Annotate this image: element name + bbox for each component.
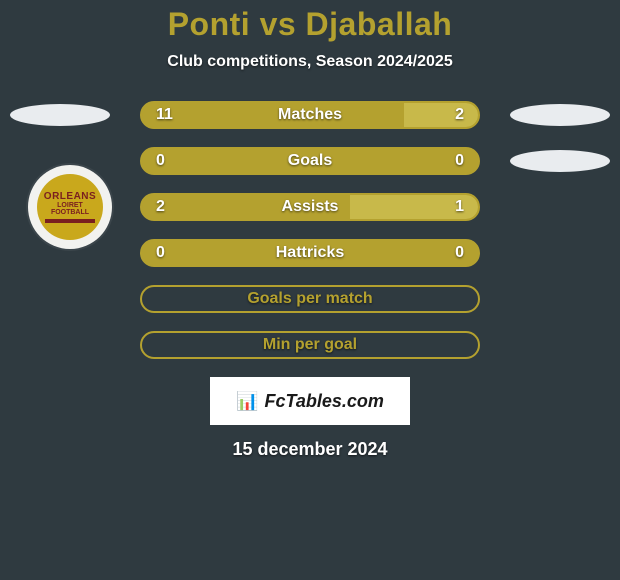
stat-row: 0 0 Goals xyxy=(0,147,620,175)
stats-container: 112Matches00GoalsORLEANSLOIRETFOOTBALL21… xyxy=(0,101,620,359)
stat-right-value: 0 xyxy=(455,244,464,262)
stat-label-only: Min per goal xyxy=(140,331,480,359)
badge-line3: FOOTBALL xyxy=(51,209,89,216)
player1-pill xyxy=(10,104,110,126)
stat-bar: 11 2 Matches xyxy=(140,101,480,129)
club-badge: ORLEANSLOIRETFOOTBALL xyxy=(28,165,112,249)
stat-label-only: Goals per match xyxy=(140,285,480,313)
stat-bar: 0 0 Goals xyxy=(140,147,480,175)
stat-right-value: 1 xyxy=(455,198,464,216)
vs-label: vs xyxy=(260,6,297,42)
badge-line2: LOIRET xyxy=(57,202,83,209)
date-line: 15 december 2024 xyxy=(232,439,387,460)
stat-right-value: 2 xyxy=(455,106,464,124)
player2-pill xyxy=(510,104,610,126)
stat-label: Hattricks xyxy=(276,244,344,262)
stat-left-value: 0 xyxy=(156,244,165,262)
stat-left-value: 0 xyxy=(156,152,165,170)
stat-row: Goals per match xyxy=(0,285,620,313)
brand-box: 📊 FcTables.com xyxy=(210,377,410,425)
stat-right-value: 0 xyxy=(455,152,464,170)
stat-label: Matches xyxy=(278,106,342,124)
bar-left-segment xyxy=(142,103,404,127)
player2-name: Djaballah xyxy=(306,6,453,42)
brand-text: FcTables.com xyxy=(265,391,384,412)
bar-right-segment xyxy=(404,103,478,127)
stat-row: ORLEANSLOIRETFOOTBALL 2 1 Assists xyxy=(0,193,620,221)
subtitle: Club competitions, Season 2024/2025 xyxy=(167,53,452,71)
stat-left-value: 11 xyxy=(156,106,173,124)
stat-bar: 0 0 Hattricks xyxy=(140,239,480,267)
chart-icon: 📊 xyxy=(236,391,258,412)
badge-stripe xyxy=(45,219,95,223)
stat-row: 11 2 Matches xyxy=(0,101,620,129)
badge-line1: ORLEANS xyxy=(44,191,96,202)
stat-row: 0 0 Hattricks xyxy=(0,239,620,267)
stat-label: Goals xyxy=(288,152,332,170)
comparison-card: Ponti vs Djaballah Club competitions, Se… xyxy=(0,0,620,580)
stat-row: Min per goal xyxy=(0,331,620,359)
player2-pill xyxy=(510,150,610,172)
page-title: Ponti vs Djaballah xyxy=(168,6,453,43)
stat-left-value: 2 xyxy=(156,198,165,216)
stat-bar: 2 1 Assists xyxy=(140,193,480,221)
player1-name: Ponti xyxy=(168,6,250,42)
stat-label: Assists xyxy=(282,198,339,216)
